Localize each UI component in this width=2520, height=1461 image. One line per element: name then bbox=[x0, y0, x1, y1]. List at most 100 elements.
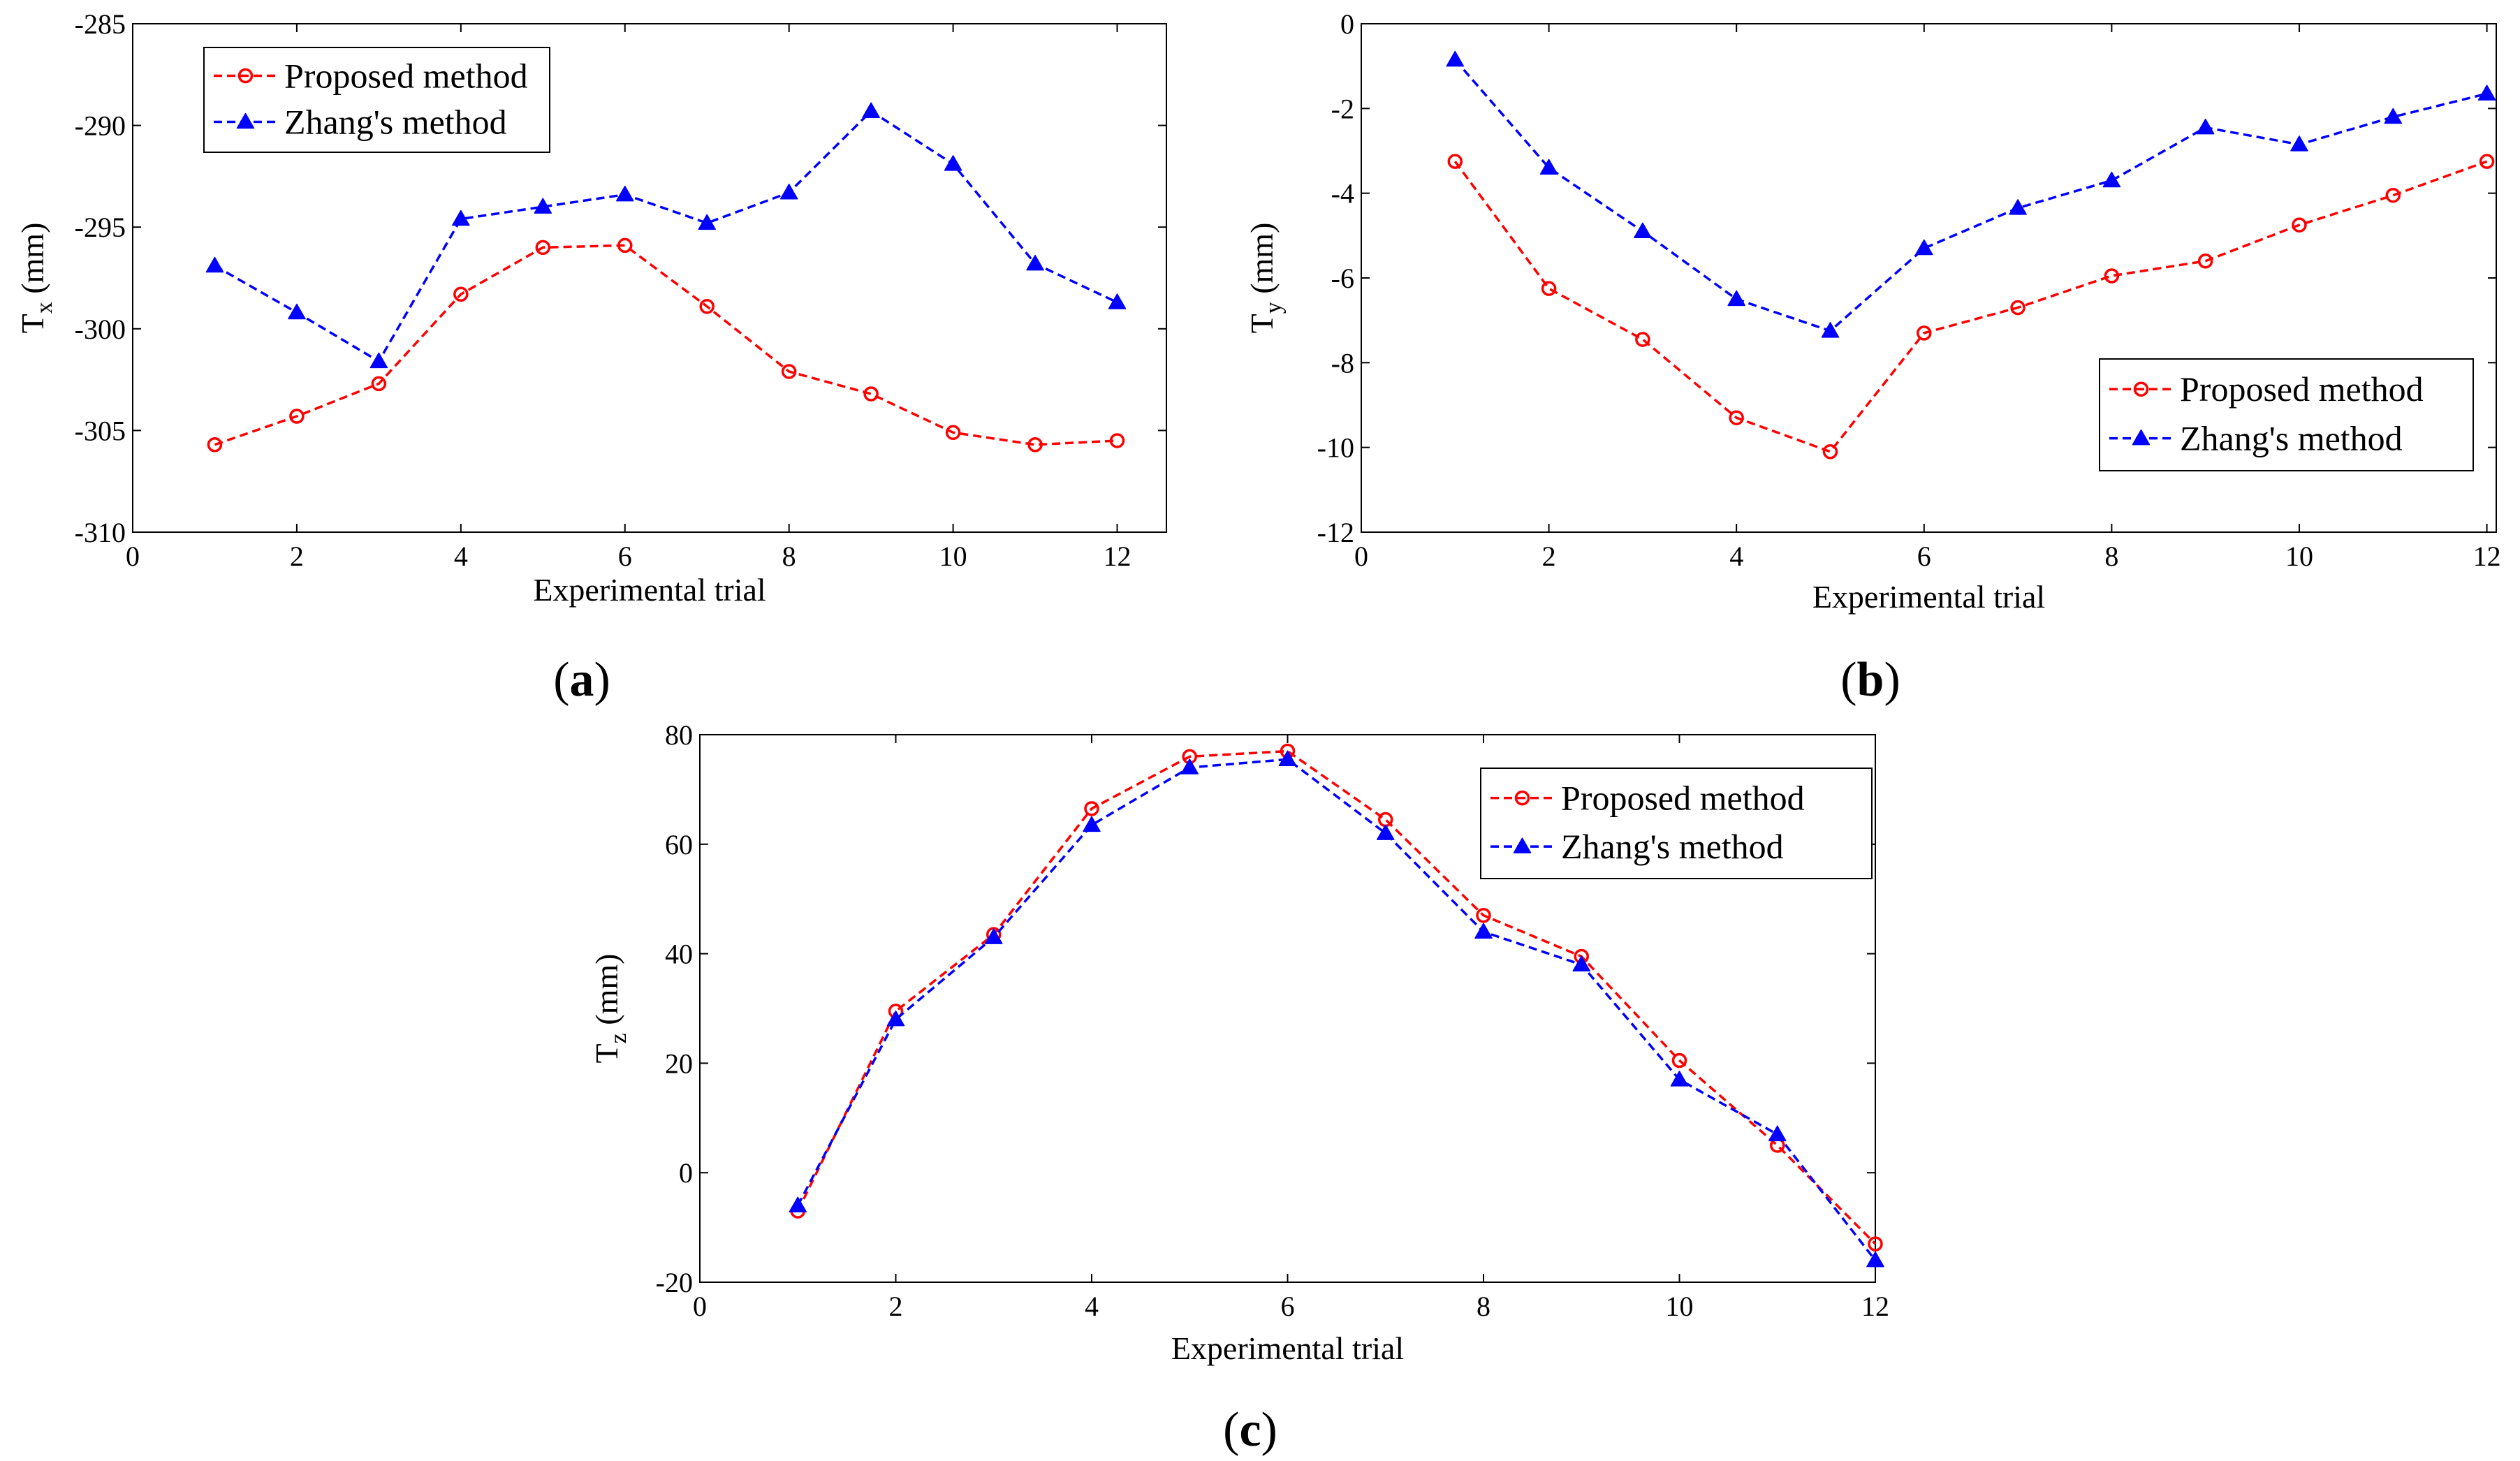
legend-marker bbox=[1513, 837, 1532, 853]
y-tick-label: -6 bbox=[1331, 263, 1354, 294]
data-point bbox=[1915, 239, 1933, 256]
data-point bbox=[2477, 85, 2496, 101]
data-point bbox=[2479, 154, 2495, 169]
series-line bbox=[796, 758, 1877, 1261]
data-point bbox=[1917, 325, 1932, 341]
panel-caption: (a) bbox=[553, 653, 610, 707]
data-point bbox=[205, 256, 224, 273]
data-point bbox=[1447, 154, 1463, 169]
data-point bbox=[862, 102, 880, 118]
data-point bbox=[288, 303, 306, 320]
legend: Proposed method Zhang's method bbox=[203, 47, 550, 153]
y-tick-label: 0 bbox=[679, 1157, 693, 1189]
data-point bbox=[1446, 50, 1465, 67]
data-point bbox=[886, 1010, 905, 1027]
y-tick-label: -295 bbox=[75, 212, 126, 243]
x-tick-label: 0 bbox=[693, 1291, 707, 1322]
data-point bbox=[2009, 199, 2027, 215]
x-tick-label: 6 bbox=[618, 541, 632, 572]
data-point bbox=[2104, 268, 2120, 284]
y-tick-label: -290 bbox=[75, 110, 126, 142]
data-point bbox=[1670, 1071, 1689, 1087]
x-tick-label: 10 bbox=[1666, 1291, 1694, 1322]
x-axis-label: Experimental trial bbox=[1812, 579, 2045, 615]
y-tick-label: -310 bbox=[75, 517, 126, 548]
data-point bbox=[1729, 410, 1744, 425]
caption-close: ) bbox=[594, 653, 610, 707]
data-point bbox=[1378, 812, 1393, 828]
data-point bbox=[2010, 300, 2025, 316]
series-proposed-method bbox=[1447, 154, 2495, 460]
y-tick-label: -20 bbox=[656, 1267, 693, 1298]
y-tick-label: 40 bbox=[665, 939, 693, 970]
panel-caption: (b) bbox=[1840, 653, 1900, 707]
data-point bbox=[1822, 443, 1838, 460]
data-point bbox=[535, 240, 551, 256]
y-axis-label-main: T bbox=[15, 314, 50, 333]
y-axis-label-main: T bbox=[1244, 314, 1280, 333]
legend-label-proposed-method: Proposed method bbox=[2180, 369, 2424, 409]
data-point bbox=[699, 299, 715, 314]
y-axis-label: Tx (mm) bbox=[15, 223, 57, 334]
data-point bbox=[985, 928, 1003, 944]
series-line bbox=[214, 244, 1118, 446]
x-tick-label: 12 bbox=[1861, 1291, 1889, 1322]
legend-label-proposed-method: Proposed method bbox=[1561, 779, 1805, 818]
data-point bbox=[1768, 1125, 1787, 1142]
data-point bbox=[945, 425, 961, 441]
x-tick-label: 10 bbox=[2285, 541, 2313, 572]
data-point bbox=[2290, 135, 2308, 152]
x-tick-label: 6 bbox=[1917, 541, 1931, 572]
data-point bbox=[207, 437, 223, 453]
y-axis-label-unit: (mm) bbox=[1244, 223, 1280, 302]
y-axis-label-sub: z bbox=[606, 1033, 631, 1043]
data-point bbox=[1821, 322, 1840, 338]
series-zhangs-method bbox=[1446, 50, 2496, 338]
data-point bbox=[1180, 758, 1199, 774]
y-tick-label: 60 bbox=[665, 829, 693, 860]
data-point bbox=[1083, 816, 1101, 832]
series-proposed-method bbox=[207, 237, 1125, 453]
data-point bbox=[534, 198, 552, 214]
data-point bbox=[1866, 1251, 1884, 1268]
data-point bbox=[617, 237, 633, 254]
y-tick-label: -4 bbox=[1331, 178, 1354, 210]
y-axis-label-main: T bbox=[589, 1043, 624, 1063]
x-tick-label: 10 bbox=[939, 541, 967, 572]
y-tick-label: 80 bbox=[665, 719, 693, 751]
caption-open: ( bbox=[1840, 653, 1856, 707]
legend-box bbox=[1480, 768, 1873, 879]
plot-frame bbox=[132, 23, 1167, 533]
data-point bbox=[452, 210, 470, 226]
series-zhangs-method bbox=[205, 102, 1127, 369]
caption-letter: a bbox=[570, 653, 594, 707]
series-line bbox=[1453, 160, 2488, 453]
data-point bbox=[1474, 923, 1493, 939]
data-point bbox=[371, 376, 387, 392]
series-zhangs-method bbox=[789, 750, 1884, 1268]
legend-label-proposed-method: Proposed method bbox=[284, 57, 528, 96]
y-tick-label: -10 bbox=[1317, 432, 1354, 464]
data-point bbox=[698, 214, 716, 230]
data-point bbox=[616, 185, 634, 202]
y-tick-label: 0 bbox=[1340, 8, 1354, 40]
y-tick-label: -305 bbox=[75, 415, 126, 446]
caption-letter: c bbox=[1239, 1403, 1261, 1457]
y-tick-label: -12 bbox=[1317, 517, 1354, 548]
data-point bbox=[289, 409, 305, 424]
y-tick-label: -300 bbox=[75, 314, 126, 345]
x-tick-label: 2 bbox=[889, 1291, 903, 1322]
data-point bbox=[453, 286, 469, 302]
data-point bbox=[1108, 293, 1127, 309]
caption-close: ) bbox=[1884, 653, 1900, 707]
data-point bbox=[779, 183, 798, 200]
data-point bbox=[1868, 1236, 1883, 1251]
x-tick-label: 8 bbox=[1477, 1291, 1490, 1322]
y-tick-label: -2 bbox=[1331, 93, 1354, 124]
legend-label-zhangs-method: Zhang's method bbox=[1561, 827, 1784, 866]
data-point bbox=[1084, 801, 1099, 816]
y-tick-label: 20 bbox=[665, 1048, 693, 1079]
data-point bbox=[944, 155, 962, 171]
x-axis-label: Experimental trial bbox=[533, 572, 765, 608]
